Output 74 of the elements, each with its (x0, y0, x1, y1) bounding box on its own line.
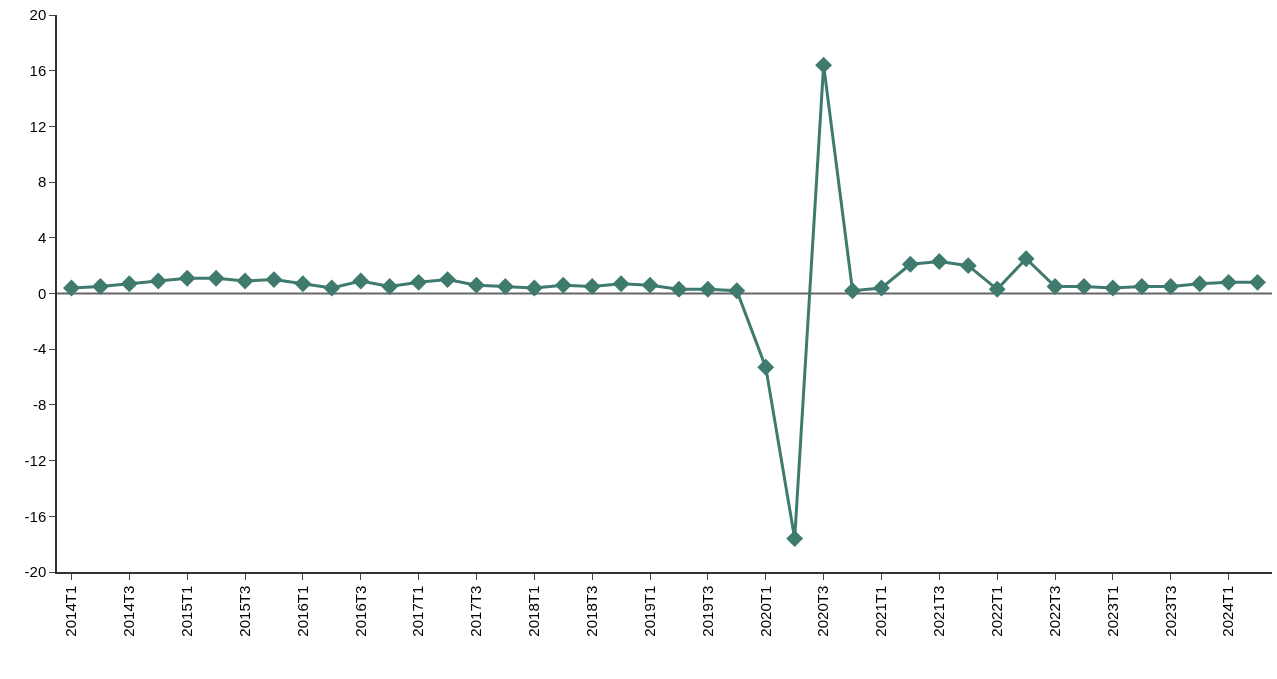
point (554, 276, 572, 294)
point (207, 269, 225, 287)
point (757, 358, 775, 376)
y-tick-label: 0 (37, 284, 47, 302)
y-tick-label: -12 (24, 451, 47, 469)
y-tick-label: 16 (29, 61, 47, 79)
point (496, 278, 514, 295)
point (1133, 278, 1151, 295)
x-tick-label: 2020T1 (756, 585, 774, 637)
x-tick-label: 2018T1 (525, 585, 543, 637)
x-tick-label: 2022T1 (988, 585, 1006, 637)
point (265, 271, 283, 289)
point (815, 56, 833, 74)
x-tick-label: 2015T3 (235, 585, 253, 637)
point (612, 275, 630, 293)
x-tick-label: 2024T1 (1219, 585, 1237, 637)
y-tick-label: 8 (37, 173, 47, 191)
point (178, 269, 196, 287)
x-tick-label: 2019T3 (698, 585, 716, 637)
y-tick-label: 12 (29, 117, 47, 135)
point (468, 276, 485, 294)
y-tick-label: -4 (32, 340, 47, 358)
point (1162, 278, 1180, 295)
x-tick-label: 2022T3 (1045, 585, 1063, 637)
point (1249, 273, 1266, 291)
x-tick-label: 2016T3 (351, 585, 369, 637)
x-tick-label: 2015T1 (178, 585, 196, 637)
point (1075, 278, 1093, 295)
point (120, 275, 138, 293)
y-tick-label: -20 (24, 563, 47, 581)
x-tick-label: 2021T1 (872, 585, 890, 637)
point (583, 278, 601, 295)
x-tick-label: 2018T3 (583, 585, 601, 637)
x-tick-label: 2023T3 (1161, 585, 1179, 637)
point (728, 282, 746, 300)
point (670, 280, 688, 298)
x-tick-label: 2014T3 (120, 585, 138, 637)
point (63, 279, 80, 297)
x-tick-label: 2023T1 (1103, 585, 1121, 637)
x-tick-label: 2019T1 (640, 585, 658, 637)
point (901, 255, 919, 273)
point (1191, 275, 1209, 293)
point (410, 273, 428, 291)
point (91, 278, 109, 295)
y-tick-label: 4 (37, 229, 47, 247)
point (930, 253, 948, 270)
point (525, 279, 543, 297)
point (844, 282, 861, 300)
x-tick-label: 2021T3 (930, 585, 948, 637)
x-tick-label: 2014T1 (62, 585, 80, 637)
point (1017, 250, 1035, 268)
x-tick-label: 2016T1 (293, 585, 311, 637)
point (294, 275, 312, 293)
point (873, 279, 890, 297)
point (236, 272, 254, 290)
point (149, 272, 167, 290)
y-tick-label: -16 (24, 507, 47, 525)
point (699, 280, 717, 298)
point (352, 272, 370, 290)
point (959, 257, 977, 275)
point (786, 530, 804, 548)
point (439, 271, 456, 289)
point (988, 280, 1006, 298)
point (381, 278, 399, 295)
y-tick-label: -8 (32, 396, 47, 414)
point (323, 279, 341, 297)
point (641, 276, 659, 294)
x-tick-label: 2017T3 (467, 585, 485, 637)
x-tick-label: 2020T3 (814, 585, 832, 637)
point (1220, 273, 1238, 291)
y-tick-label: 20 (29, 6, 47, 24)
x-tick-label: 2017T1 (409, 585, 427, 637)
point (1046, 278, 1064, 295)
point (1104, 279, 1122, 297)
